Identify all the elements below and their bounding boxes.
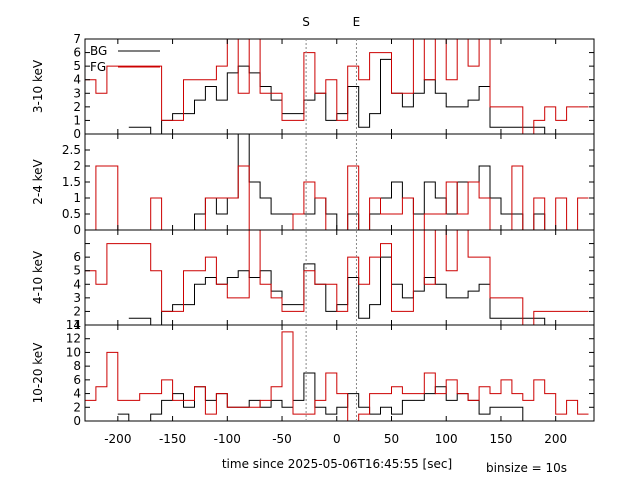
- ytick-label: 3: [73, 86, 81, 100]
- y-axis-label-panel-3: 4-10 keV: [31, 250, 45, 304]
- series-bg-line-panel-4: [117, 372, 534, 422]
- ytick-label: 14: [66, 318, 81, 332]
- ytick-label: 1: [73, 191, 81, 205]
- ytick-label: 1.5: [62, 175, 81, 189]
- ytick-label: 4: [73, 277, 81, 291]
- xtick-label: 50: [384, 432, 399, 446]
- ytick-label: 2: [73, 400, 81, 414]
- ytick-label: 2: [73, 100, 81, 114]
- ytick-label: 6: [73, 46, 81, 60]
- ytick-label: 0: [73, 127, 81, 141]
- series-bg-line-panel-3: [128, 256, 556, 326]
- marker-label-e: E: [353, 15, 361, 29]
- xtick-label: 200: [544, 432, 567, 446]
- ytick-label: 0: [73, 414, 81, 428]
- ytick-label: 10: [66, 345, 81, 359]
- marker-label-s: S: [302, 15, 310, 29]
- binsize-label: binsize = 10s: [486, 461, 567, 475]
- ytick-label: 2: [73, 304, 81, 318]
- ytick-label: 5: [73, 59, 81, 73]
- ytick-label: 7: [73, 32, 81, 46]
- xtick-label: -150: [159, 432, 186, 446]
- ytick-label: 8: [73, 359, 81, 373]
- xtick-label: 150: [490, 432, 513, 446]
- xtick-label: -200: [104, 432, 131, 446]
- series-fg-line-panel-1: [85, 38, 589, 135]
- ytick-label: 3: [73, 291, 81, 305]
- ytick-label: 2.5: [62, 143, 81, 157]
- legend-label-fg: FG: [90, 60, 106, 74]
- y-axis-label-panel-2: 2-4 keV: [31, 158, 45, 204]
- ytick-label: 0: [73, 223, 81, 237]
- series-bg-line-panel-1: [128, 58, 556, 135]
- legend-label-bg: BG: [90, 44, 107, 58]
- ytick-label: 5: [73, 264, 81, 278]
- ytick-label: 1: [73, 318, 81, 332]
- panel-frame-4: [84, 324, 595, 422]
- ytick-label: 1: [73, 113, 81, 127]
- ytick-label: 4: [73, 387, 81, 401]
- ytick-label: 2: [73, 159, 81, 173]
- ytick-label: 6: [73, 250, 81, 264]
- xtick-label: 100: [435, 432, 458, 446]
- xtick-label: -100: [214, 432, 241, 446]
- y-axis-label-panel-1: 3-10 keV: [31, 59, 45, 113]
- xtick-label: -50: [272, 432, 292, 446]
- ytick-label: 0.5: [62, 207, 81, 221]
- xtick-label: 0: [333, 432, 341, 446]
- ytick-label: 6: [73, 373, 81, 387]
- series-fg-line-panel-3: [85, 229, 589, 326]
- series-fg-line-panel-4: [85, 331, 589, 422]
- y-axis-label-panel-4: 10-20 keV: [31, 342, 45, 404]
- ytick-label: 4: [73, 73, 81, 87]
- ytick-label: 12: [66, 332, 81, 346]
- x-axis-label: time since 2025-05-06T16:45:55 [sec]: [222, 457, 452, 471]
